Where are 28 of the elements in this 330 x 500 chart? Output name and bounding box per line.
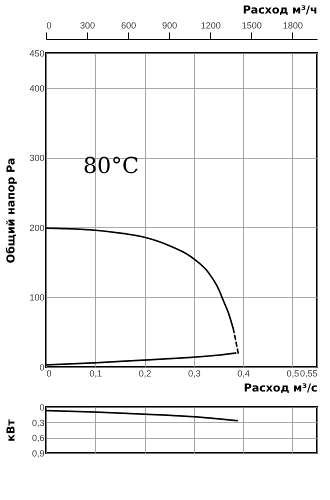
x2-tick-label: 300	[80, 20, 96, 30]
x2-tick-label: 0	[46, 20, 52, 30]
x-tick-label: 0,4	[237, 368, 250, 378]
y-tick-label: 0	[39, 402, 44, 412]
y-tick-label: 0,3	[32, 418, 44, 428]
x-tick-label: 0,1	[90, 368, 102, 378]
x2-tick-label: 1800	[282, 20, 303, 30]
y-tick-label: 400	[29, 83, 44, 94]
x2-tick-label: 1500	[242, 20, 262, 30]
x-tick-label: 0,3	[188, 368, 201, 378]
y-tick-label: 0,9	[32, 448, 44, 458]
x2-tick-label: 900	[162, 20, 178, 30]
annotation: 80°C	[83, 154, 139, 180]
x-tick-label: 0,2	[138, 368, 152, 378]
x-tick-label: 0,55	[300, 368, 318, 378]
x2-tick-label: 1200	[200, 20, 221, 30]
x-tick-label: 0,5	[286, 368, 300, 378]
y-axis-title: кВт	[4, 418, 18, 442]
x-axis-title: Расход м³/с	[244, 382, 318, 394]
x-tick-label: 0	[46, 368, 52, 378]
x2-tick-label: 600	[121, 20, 136, 30]
x2-axis-title: Расход м³/ч	[242, 4, 318, 16]
y-tick-label: 200	[29, 222, 44, 233]
y-tick-label: 300	[29, 153, 44, 164]
y-tick-label: 450	[29, 48, 44, 58]
y-tick-label: 100	[29, 292, 44, 303]
y-axis-title: Общий напор Pa	[4, 158, 18, 264]
y-tick-label: 0,6	[32, 433, 44, 444]
